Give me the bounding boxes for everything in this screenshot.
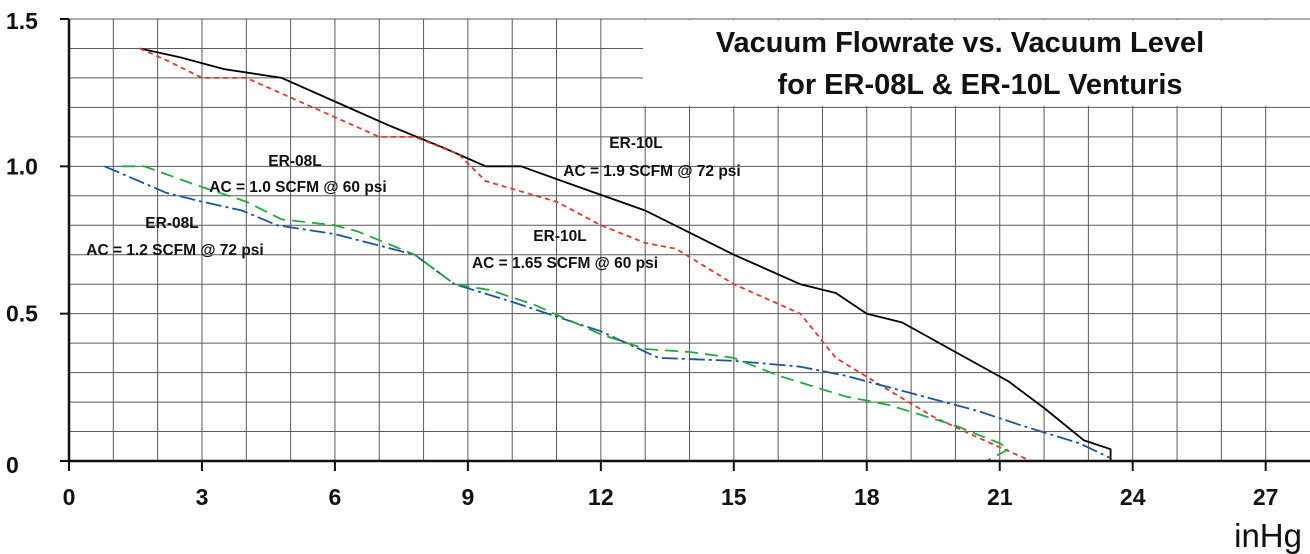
title-background (643, 20, 1310, 106)
y-tick-label: 0.5 (6, 301, 38, 327)
x-tick-label: 24 (1120, 484, 1146, 510)
x-tick-label: 18 (854, 484, 880, 510)
axes (67, 19, 1310, 463)
annotation-er08l-60psi-model: ER-08L (268, 153, 321, 170)
y-tick-labels: 0 0.5 1.0 1.5 (6, 8, 69, 478)
series-line-4 (122, 165, 1010, 462)
chart-title: Vacuum Flowrate vs. Vacuum Level (716, 27, 1204, 59)
y-tick-label: 0 (6, 452, 19, 478)
x-tick-label: 9 (461, 484, 474, 510)
x-tick-label: 27 (1253, 484, 1279, 510)
x-tick-label: 21 (987, 484, 1013, 510)
series-group (104, 47, 1112, 462)
annotation-er08l-72psi-model: ER-08L (145, 215, 198, 232)
annotation-er10l-60psi-ac: AC = 1.65 SCFM @ 60 psi (472, 255, 658, 272)
y-tick-label: 1.5 (6, 8, 38, 34)
series-line-1 (139, 47, 1112, 461)
x-tick-label: 3 (196, 484, 209, 510)
annotation-er10l-72psi-model: ER-10L (609, 135, 662, 152)
y-tick-label: 1.0 (6, 153, 38, 179)
x-tick-label: 12 (588, 484, 614, 510)
annotation-er08l-60psi-ac: AC = 1.0 SCFM @ 60 psi (209, 179, 387, 196)
series-line-3 (104, 165, 1111, 459)
x-tick-label: 6 (329, 484, 342, 510)
annotation-er10l-72psi-ac: AC = 1.9 SCFM @ 72 psi (563, 163, 741, 180)
x-axis-unit-label: inHg (1234, 517, 1302, 554)
annotation-er08l-72psi-ac: AC = 1.2 SCFM @ 72 psi (86, 242, 264, 259)
x-tick-label: 0 (63, 484, 76, 510)
x-tick-labels: 0 3 6 9 12 15 18 21 24 27 (63, 461, 1279, 510)
chart-subtitle: for ER-08L & ER-10L Venturis (777, 69, 1182, 101)
annotation-er10l-60psi-model: ER-10L (533, 228, 586, 245)
x-tick-label: 15 (721, 484, 747, 510)
